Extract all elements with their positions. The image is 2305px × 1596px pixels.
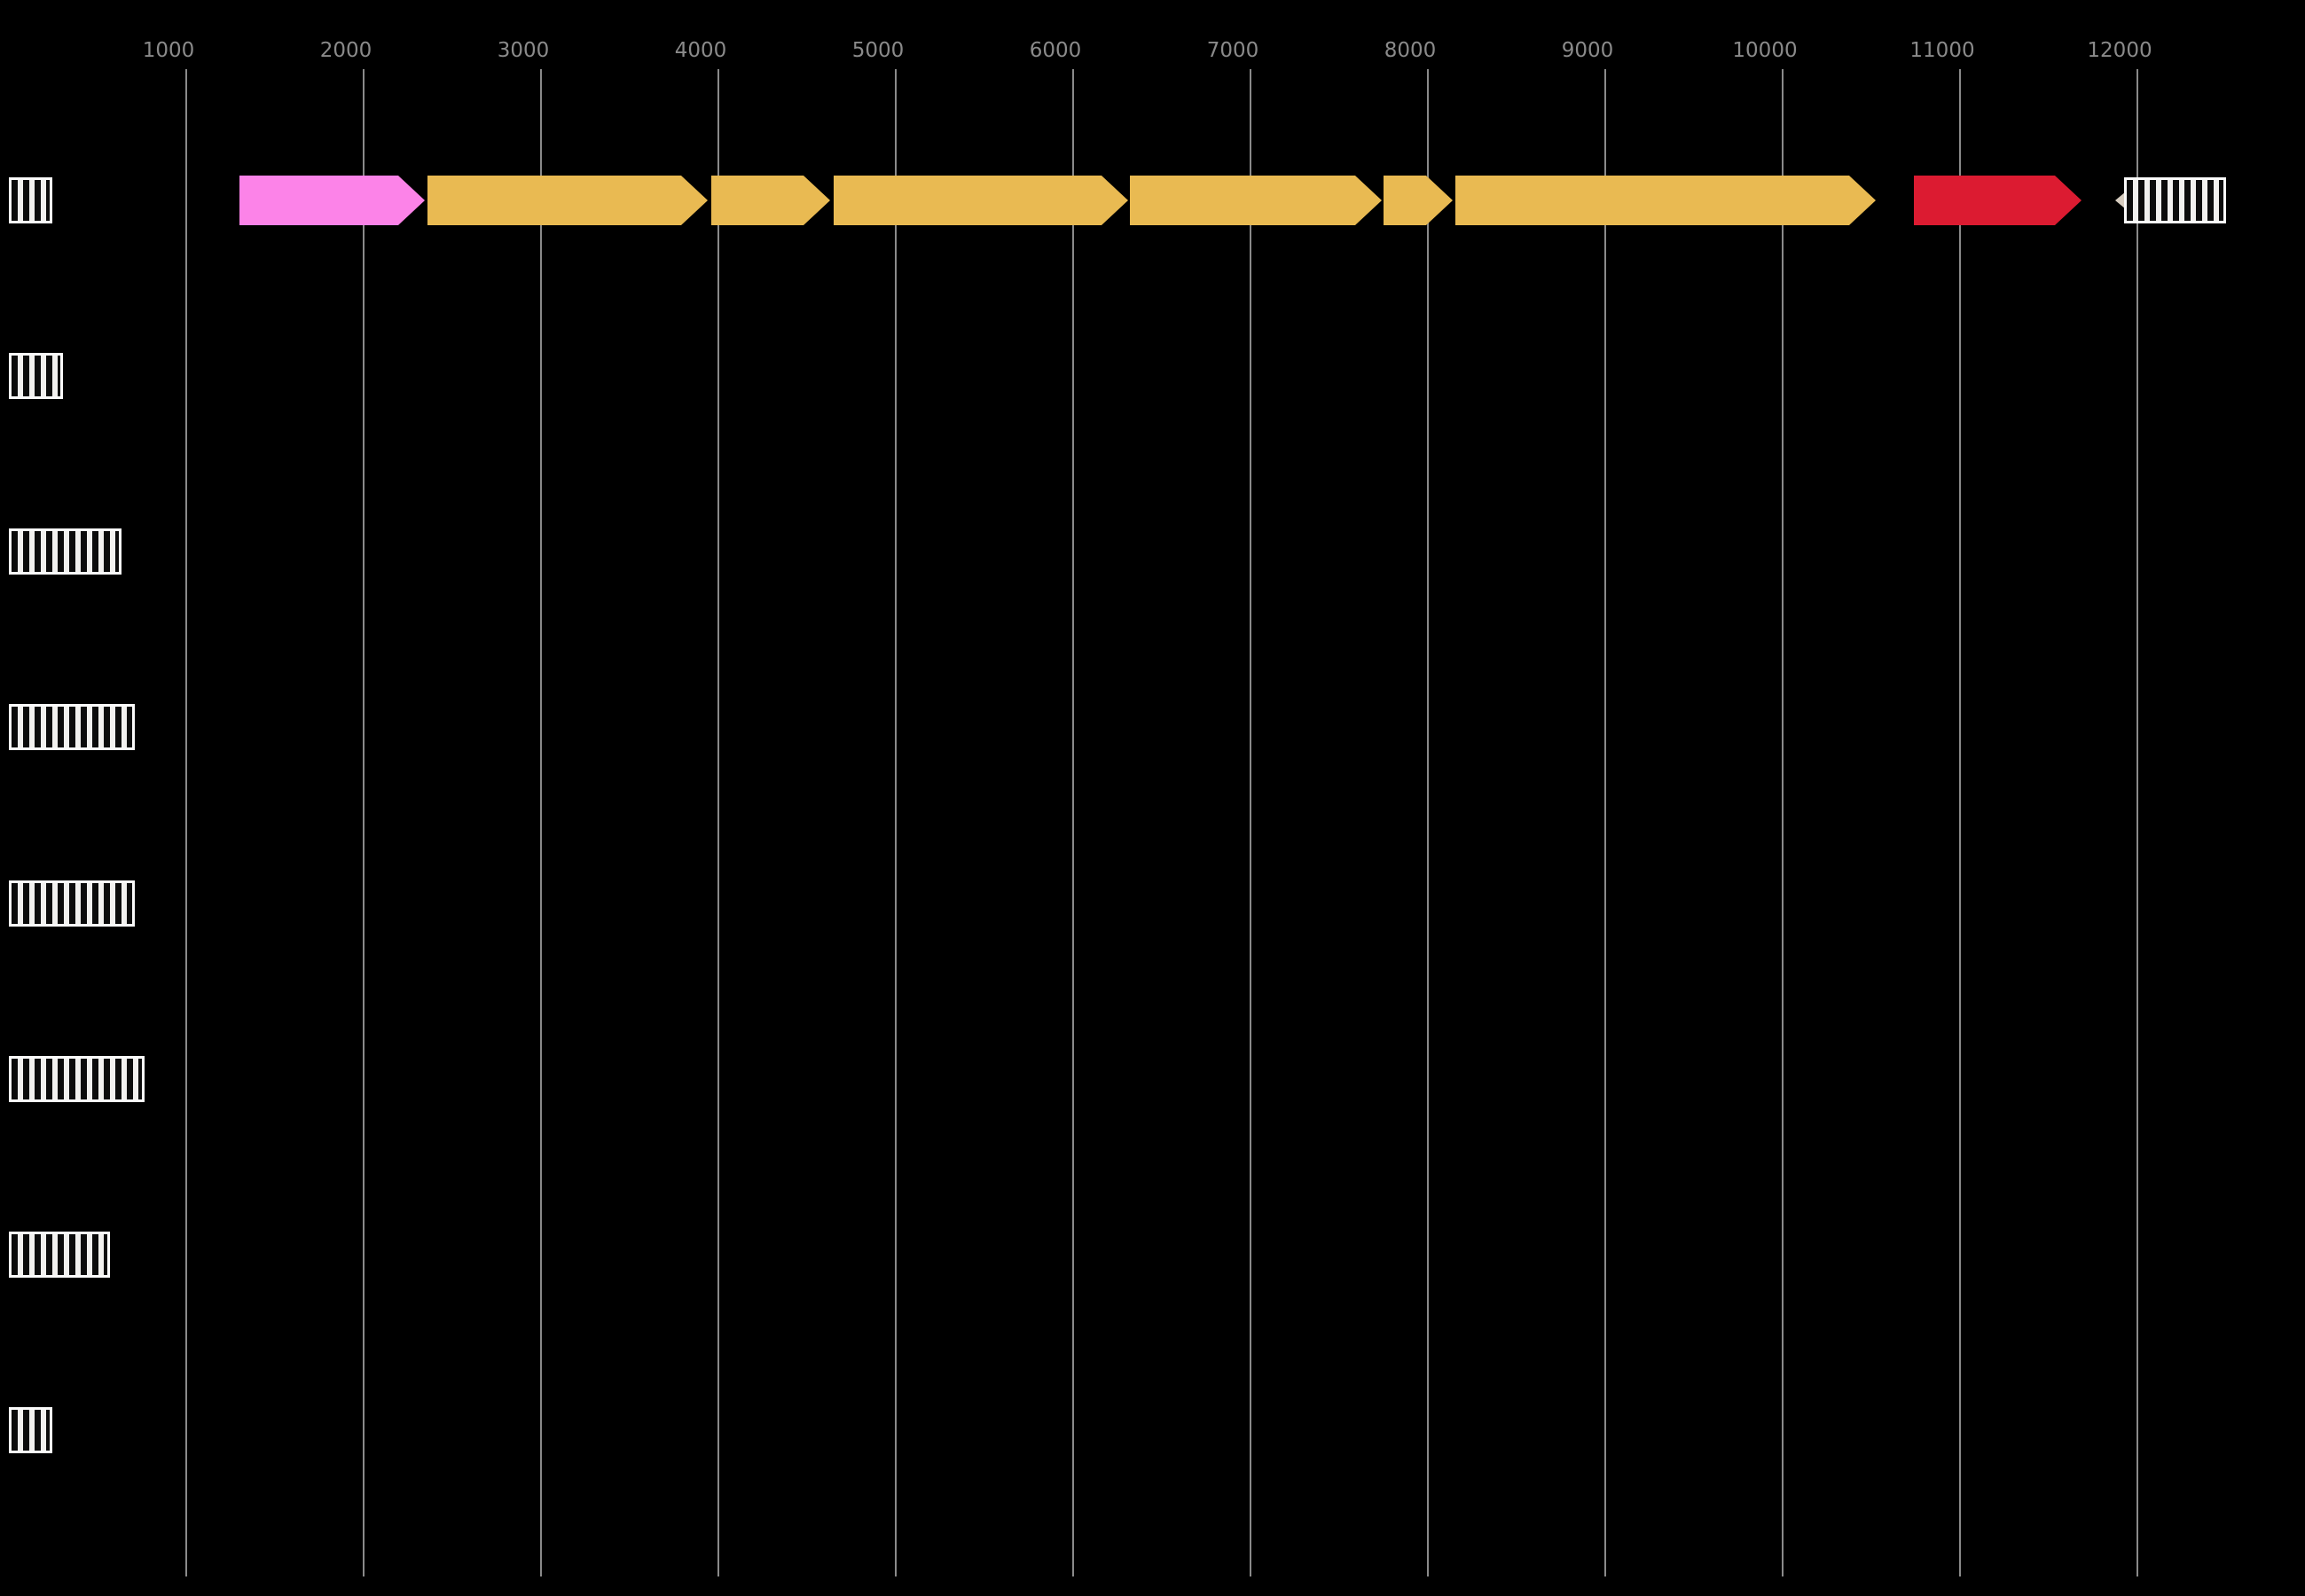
track-1-gene-pink	[239, 176, 425, 225]
gridline-6000	[1072, 69, 1074, 1576]
track-1-gene-gold-3	[834, 176, 1128, 225]
gridline-11000	[1959, 69, 1961, 1576]
axis-tick-label-11000: 11000	[1909, 39, 1975, 62]
track-1-partial-hatched-gene	[9, 177, 52, 223]
track-1-gene-gold-4	[1130, 176, 1382, 225]
gridline-3000	[540, 69, 542, 1576]
axis-tick-label-7000: 7000	[1206, 39, 1259, 62]
axis-tick-label-9000: 9000	[1561, 39, 1614, 62]
track-3-partial-hatched-gene	[9, 528, 122, 575]
track-4-partial-hatched-gene	[9, 704, 135, 751]
axis-tick-label-6000: 6000	[1029, 39, 1082, 62]
track-2-partial-hatched-gene	[9, 353, 63, 400]
axis-tick-label-3000: 3000	[497, 39, 550, 62]
track-1-gene-gold-2	[711, 176, 830, 225]
track-7-partial-hatched-gene	[9, 1231, 110, 1278]
gridline-12000	[2136, 69, 2138, 1576]
axis-tick-label-1000: 1000	[142, 39, 195, 62]
gridline-4000	[717, 69, 719, 1576]
axis-tick-label-4000: 4000	[674, 39, 727, 62]
axis-tick-label-2000: 2000	[319, 39, 372, 62]
gridline-5000	[895, 69, 897, 1576]
track-1-gene-gold-1	[427, 176, 708, 225]
gridline-10000	[1782, 69, 1784, 1576]
axis-tick-label-5000: 5000	[851, 39, 905, 62]
gridline-9000	[1604, 69, 1606, 1576]
axis-tick-label-12000: 12000	[2087, 39, 2152, 62]
gridline-2000	[363, 69, 365, 1576]
gridline-7000	[1250, 69, 1251, 1576]
track-1-gene-reverse-hatched-head	[2115, 192, 2126, 209]
track-6-partial-hatched-gene	[9, 1055, 145, 1102]
track-1-gene-gold-5	[1384, 176, 1453, 225]
track-5-partial-hatched-gene	[9, 880, 135, 927]
axis-tick-label-10000: 10000	[1732, 39, 1798, 62]
track-1-gene-gold-6	[1455, 176, 1876, 225]
axis-tick-label-8000: 8000	[1384, 39, 1437, 62]
track-8-partial-hatched-gene	[9, 1407, 52, 1454]
gridline-8000	[1427, 69, 1429, 1576]
gridline-1000	[185, 69, 187, 1576]
track-1-gene-reverse-hatched-body	[2124, 177, 2226, 223]
track-1-gene-red	[1914, 176, 2082, 225]
